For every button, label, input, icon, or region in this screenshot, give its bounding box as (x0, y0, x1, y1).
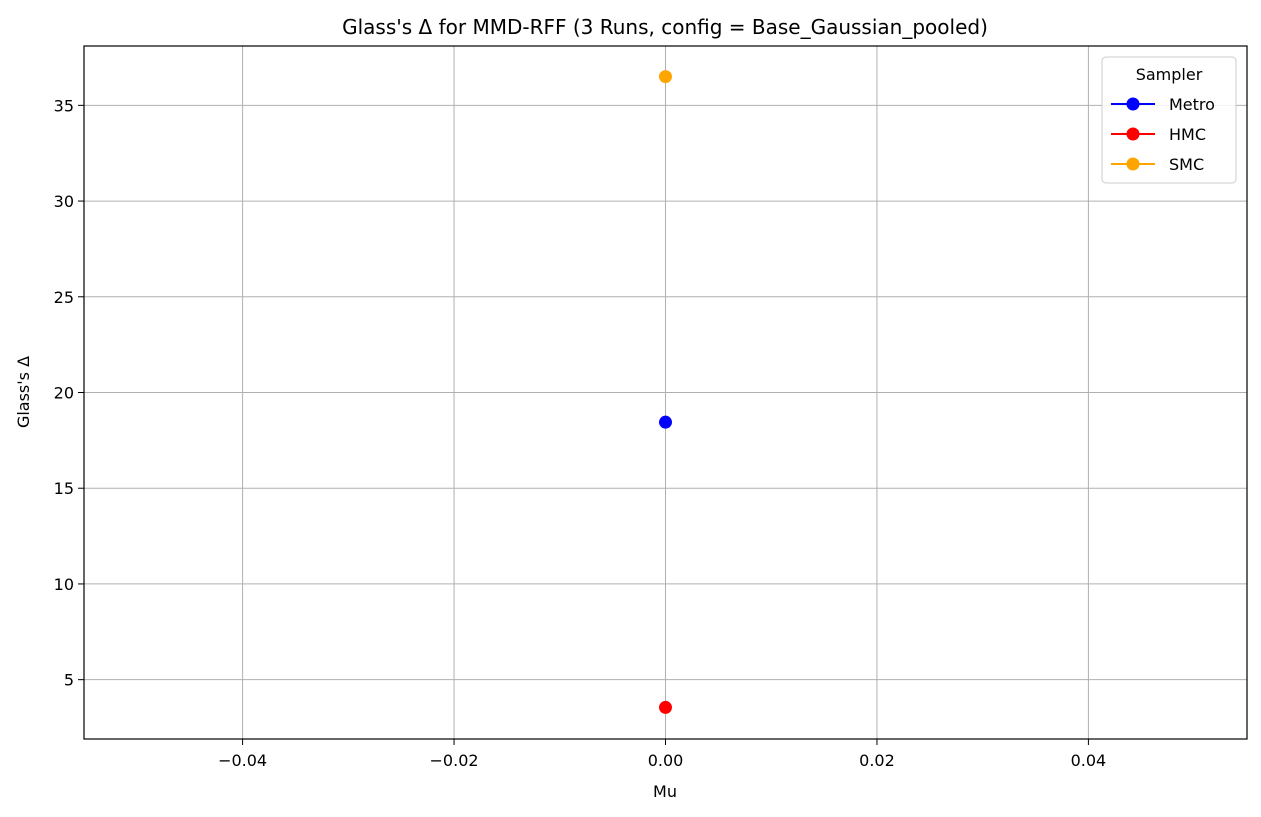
data-point-hmc (659, 700, 672, 714)
y-tick-label: 5 (64, 671, 74, 690)
legend-entries: Metro HMC SMC (1111, 95, 1215, 174)
legend-label: Metro (1169, 95, 1215, 114)
chart-title: Glass's Δ for MMD-RFF (3 Runs, config = … (342, 15, 988, 39)
data-point-smc (659, 70, 672, 84)
series-smc (659, 70, 672, 84)
x-tick-label: −0.04 (218, 751, 267, 770)
x-tick-label: −0.02 (430, 751, 479, 770)
series-metro (659, 415, 672, 429)
x-axis-ticks: −0.04 −0.02 0.00 0.02 0.04 (218, 739, 1106, 770)
y-axis-ticks: 5 10 15 20 25 30 35 (54, 96, 84, 690)
x-axis-label: Mu (653, 782, 677, 801)
data-point-metro (659, 415, 672, 429)
legend-item-smc: SMC (1111, 155, 1204, 174)
y-tick-label: 20 (54, 384, 74, 403)
legend: Sampler Metro HMC SMC (1101, 56, 1237, 184)
y-tick-label: 30 (54, 192, 74, 211)
legend-item-hmc: HMC (1111, 125, 1206, 144)
y-tick-label: 10 (54, 575, 74, 594)
grid (84, 46, 1247, 739)
x-tick-label: 0.00 (648, 751, 684, 770)
legend-marker (1126, 127, 1140, 141)
y-tick-label: 25 (54, 288, 74, 307)
legend-label: SMC (1169, 155, 1204, 174)
plot-series (659, 70, 672, 714)
x-tick-label: 0.04 (1071, 751, 1107, 770)
series-hmc (659, 700, 672, 714)
y-axis-label: Glass's Δ (14, 356, 33, 428)
y-tick-label: 15 (54, 479, 74, 498)
legend-item-metro: Metro (1111, 95, 1215, 114)
legend-label: HMC (1169, 125, 1206, 144)
legend-title: Sampler (1136, 65, 1203, 84)
legend-marker (1126, 157, 1140, 171)
x-tick-label: 0.02 (859, 751, 895, 770)
legend-marker (1126, 97, 1140, 111)
legend-box (1101, 56, 1237, 184)
y-tick-label: 35 (54, 96, 74, 115)
